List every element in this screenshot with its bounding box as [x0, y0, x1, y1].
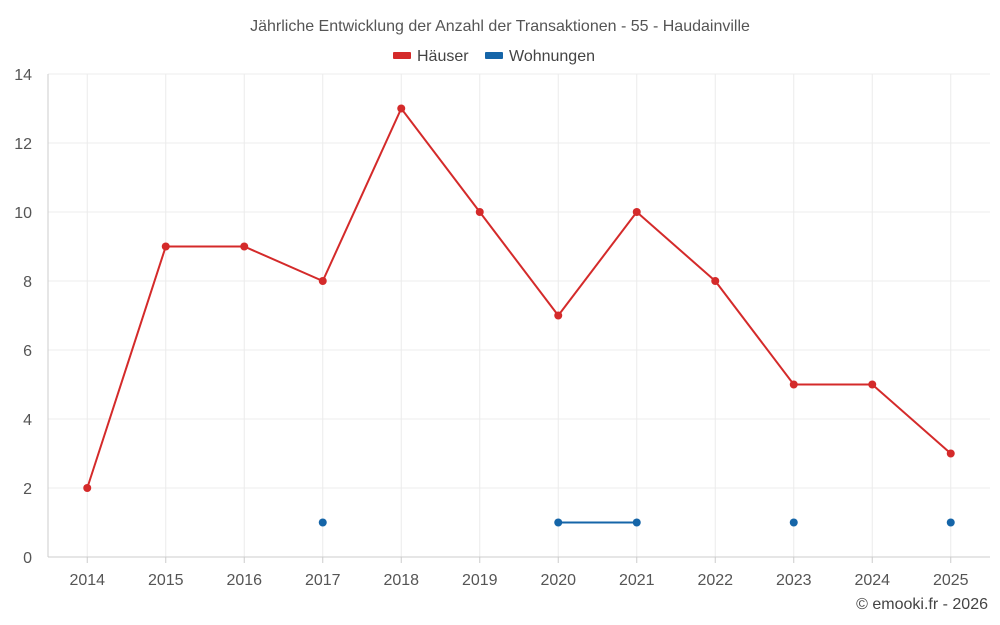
x-tick-label: 2019 — [462, 572, 498, 589]
data-point-haeuser[interactable] — [632, 208, 641, 216]
x-tick-label: 2016 — [226, 572, 262, 589]
x-tick-label: 2021 — [619, 572, 655, 589]
grid — [48, 73, 990, 558]
data-point-haeuser[interactable] — [83, 484, 92, 492]
series-line-haeuser — [321, 108, 403, 282]
plot-area — [83, 104, 955, 527]
data-point-wohnungen[interactable] — [318, 518, 327, 527]
x-tick-label: 2020 — [540, 572, 576, 589]
data-point-wohnungen[interactable] — [946, 518, 955, 527]
legend-label-haeuser: Häuser — [417, 48, 469, 65]
y-tick-label: 0 — [23, 550, 32, 567]
y-tick-label: 4 — [23, 412, 32, 429]
data-point-wohnungen[interactable] — [632, 518, 641, 527]
y-tick-label: 14 — [14, 67, 32, 84]
series-line-haeuser — [243, 245, 324, 282]
series-line-haeuser — [636, 211, 716, 282]
data-point-haeuser[interactable] — [240, 242, 249, 251]
x-tick-label: 2024 — [854, 572, 890, 589]
data-point-haeuser[interactable] — [475, 208, 484, 216]
data-point-haeuser[interactable] — [554, 311, 563, 320]
data-point-haeuser[interactable] — [946, 449, 955, 458]
legend: Häuser Wohnungen — [393, 48, 595, 65]
x-tick-label: 2015 — [148, 572, 184, 589]
y-tick-label: 8 — [23, 274, 32, 291]
data-point-haeuser[interactable] — [161, 242, 170, 251]
x-tick-label: 2022 — [697, 572, 733, 589]
data-point-haeuser[interactable] — [711, 277, 720, 285]
y-tick-label: 6 — [23, 343, 32, 360]
x-tick-label: 2025 — [933, 572, 969, 589]
x-tick-label: 2017 — [305, 572, 341, 589]
data-point-wohnungen[interactable] — [554, 518, 563, 527]
axes: 0 2 4 6 8 10 12 14 2014 2015 2016 2017 2018 2019 2020 2… — [14, 67, 990, 589]
data-point-haeuser[interactable] — [868, 380, 877, 389]
chart-title: Jährliche Entwicklung der Anzahl der Tra… — [250, 18, 750, 35]
data-point-haeuser[interactable] — [789, 380, 798, 389]
x-tick-label: 2014 — [69, 572, 105, 589]
legend-label-wohnungen: Wohnungen — [509, 48, 595, 65]
x-tick-label: 2023 — [776, 572, 812, 589]
data-point-wohnungen[interactable] — [789, 518, 798, 527]
series-line-haeuser — [400, 107, 481, 213]
series-line-haeuser — [478, 211, 560, 317]
series-line-haeuser — [86, 246, 167, 489]
series-line-haeuser — [557, 211, 638, 317]
series-line-haeuser — [871, 383, 952, 455]
legend-swatch-haeuser — [393, 52, 411, 59]
y-tick-label: 2 — [23, 481, 32, 498]
data-point-haeuser[interactable] — [318, 277, 327, 285]
series-line-haeuser — [714, 280, 795, 386]
data-point-haeuser[interactable] — [397, 104, 406, 113]
y-tick-label: 12 — [14, 136, 32, 153]
y-tick-label: 10 — [14, 205, 32, 222]
x-tick-label: 2018 — [383, 572, 419, 589]
legend-swatch-wohnungen — [485, 52, 503, 59]
legend-item-wohnungen[interactable]: Wohnungen — [485, 48, 595, 65]
legend-item-haeuser[interactable]: Häuser — [393, 48, 469, 65]
credit-text: © emooki.fr - 2026 — [856, 596, 988, 613]
